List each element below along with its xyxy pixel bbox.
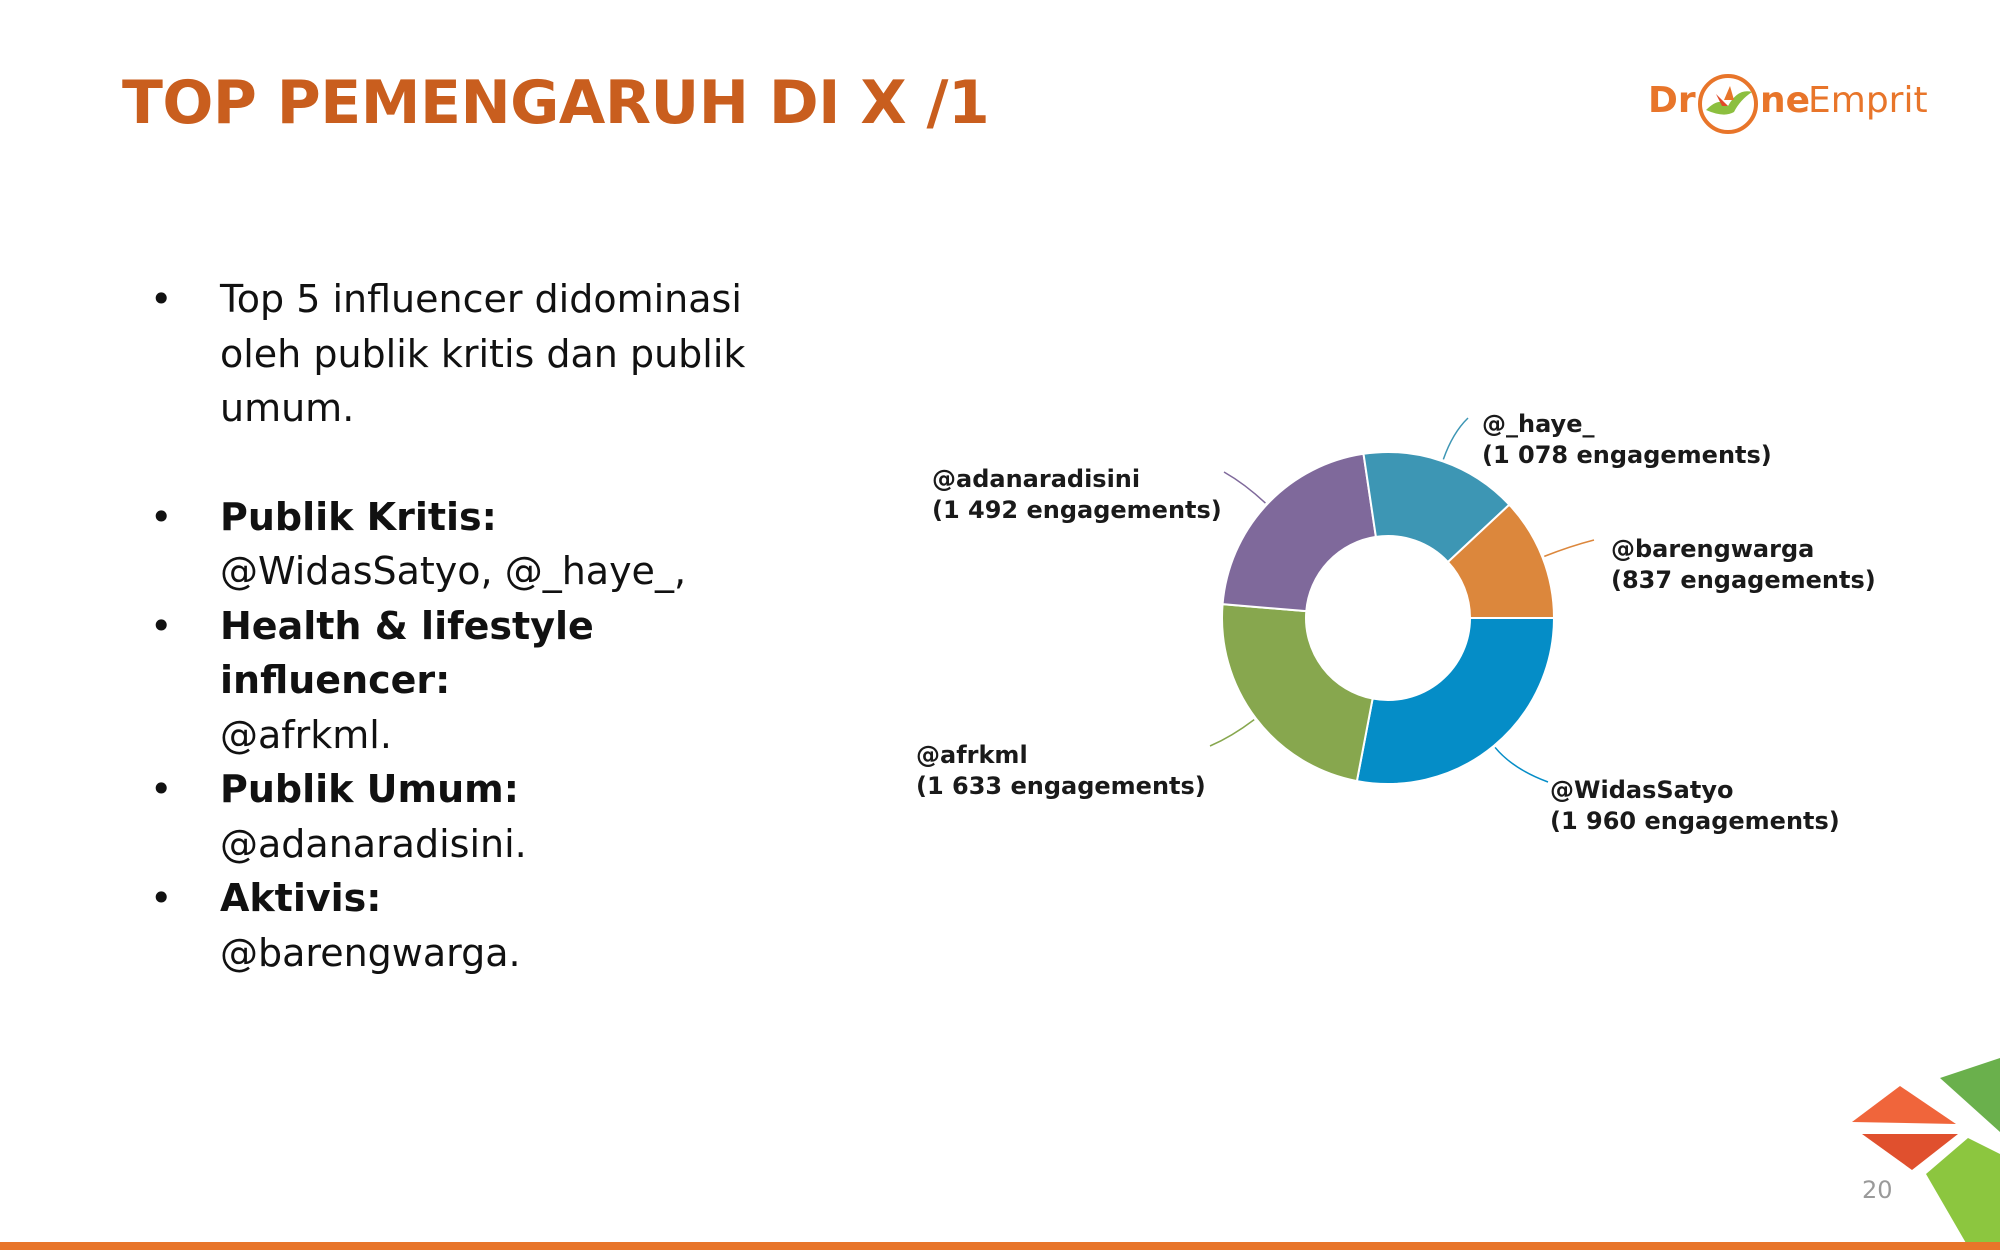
leader-line [1544, 539, 1595, 558]
slice-label-name: @adanaradisini [932, 465, 1140, 493]
donut-slice-afrkml [1221, 603, 1374, 783]
bullet-dot: • [150, 277, 173, 321]
slice-label-value: (1 633 engagements) [916, 772, 1206, 800]
bullet-item: • Publik Umum: @adanaradisini. [148, 762, 788, 871]
bottom-accent-bar [0, 1242, 2000, 1250]
leader-line [1494, 746, 1549, 783]
logo-text-part3: Emprit [1808, 80, 1928, 121]
slice-label-value: (1 078 engagements) [1482, 441, 1772, 469]
bullet-intro-text: Top 5 influencer didominasi oleh publik … [220, 277, 746, 430]
bullet-dot: • [150, 876, 173, 920]
logo-text-part1: Dr [1648, 80, 1696, 121]
slice-label-name: @barengwarga [1611, 535, 1814, 563]
bullet-dot: • [150, 767, 173, 811]
bullet-item-label: Publik Umum: [220, 767, 519, 811]
slice-label-value: (1 960 engagements) [1550, 807, 1840, 835]
slice-label-name: @afrkml [916, 741, 1028, 769]
leader-line [1209, 718, 1255, 747]
bullet-item-value: @adanaradisini. [220, 821, 527, 866]
bullet-item-label: Aktivis: [220, 876, 382, 920]
bird-emblem-icon [1698, 74, 1758, 134]
bullet-dot: • [150, 494, 173, 539]
bullet-dot: • [150, 603, 173, 648]
bullet-item: • Aktivis: @barengwarga. [148, 871, 788, 980]
corner-decoration-shapes [1852, 1058, 2000, 1250]
donut-slice-adanaradisini [1221, 452, 1378, 613]
donut-slice-barengwarga [1446, 503, 1556, 619]
slice-label-value: (1 492 engagements) [932, 496, 1222, 524]
bullet-item-label: Publik Kritis: [220, 494, 497, 539]
slice-label-name: @WidasSatyo [1550, 776, 1733, 804]
bullet-item: • Health & lifestyle influencer: @afrkml… [148, 599, 788, 763]
bullet-intro: • Top 5 influencer didominasi oleh publi… [148, 272, 788, 436]
leader-line [1442, 417, 1469, 460]
page-number: 20 [1862, 1176, 1893, 1204]
bullet-item-value: @afrkml. [220, 712, 392, 757]
donut-slice-widassatyo [1355, 617, 1556, 786]
leader-line [1223, 471, 1266, 504]
slide-title: TOP PEMENGARUH DI X /1 [122, 68, 990, 138]
drone-emprit-logo: Dr ne Emprit [1648, 70, 1928, 142]
logo-text-part2: ne [1760, 80, 1811, 121]
slice-label-value: (837 engagements) [1611, 566, 1876, 594]
bullet-item-value: @WidasSatyo, @_haye_, [220, 549, 687, 593]
slice-label-name: @_haye_ [1482, 410, 1594, 438]
bullet-item: • Publik Kritis: @WidasSatyo, @_haye_, [148, 490, 788, 599]
bullet-list: • Top 5 influencer didominasi oleh publi… [148, 272, 788, 980]
bullet-item-value: @barengwarga. [220, 930, 521, 975]
bullet-item-label: Health & lifestyle influencer: [220, 603, 594, 703]
